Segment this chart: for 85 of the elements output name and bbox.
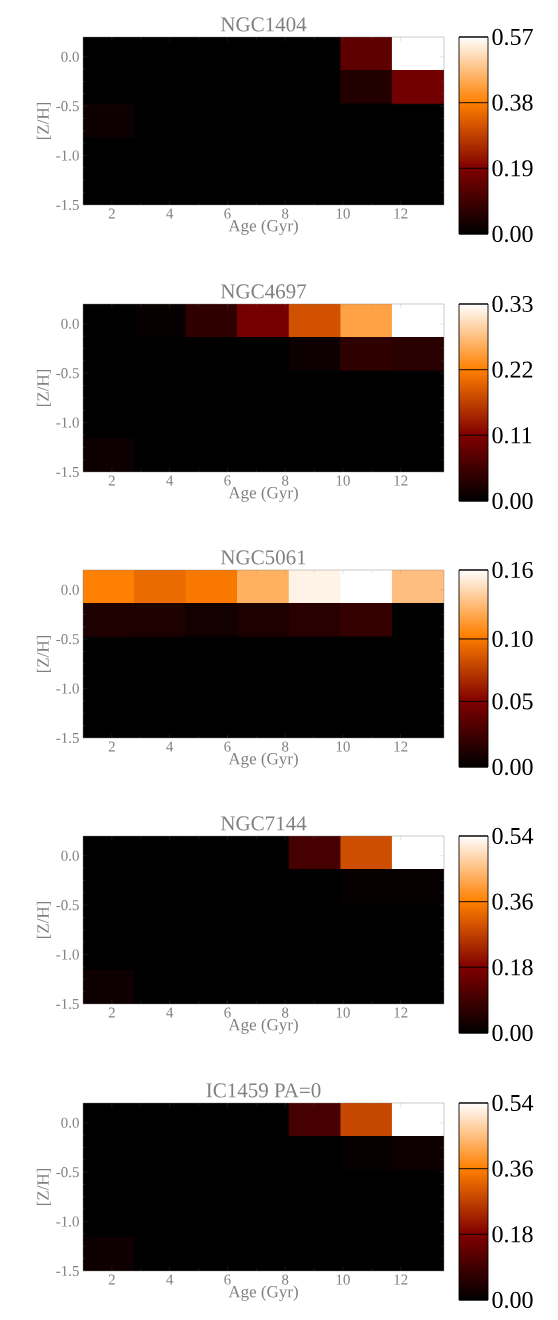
color-bar-label: 0.18 — [492, 959, 533, 976]
x-tick-label: 4 — [166, 475, 174, 486]
x-tick-label: 8 — [281, 475, 289, 486]
y-tick-label: -0.5 — [56, 634, 79, 645]
y-axis-title: [Z/H] — [36, 1168, 51, 1206]
x-tick-label: 12 — [394, 1274, 408, 1285]
x-tick-label: 6 — [224, 1274, 231, 1285]
x-tick-label: 4 — [166, 1007, 174, 1018]
x-tick-label: 8 — [281, 741, 289, 752]
x-tick-label: 10 — [336, 741, 350, 752]
color-bar-label: 0.22 — [492, 361, 533, 378]
x-axis-title: Age (Gyr) — [228, 219, 298, 235]
x-tick-label: 4 — [166, 741, 174, 752]
color-bar-label: 0.00 — [492, 1024, 533, 1042]
x-tick-label: 6 — [224, 475, 231, 486]
x-tick-label: 12 — [394, 1007, 408, 1018]
y-tick-label: -0.5 — [56, 368, 79, 379]
x-axis-title: Age (Gyr) — [228, 752, 298, 768]
color-bar-label: 0.33 — [492, 295, 533, 313]
x-tick-label: 10 — [336, 1274, 350, 1285]
x-tick-label: 2 — [108, 208, 115, 219]
y-tick-label: -1.0 — [56, 1216, 79, 1227]
y-tick-label: -1.0 — [56, 417, 79, 428]
chart-title: NGC1404 — [220, 17, 307, 32]
y-tick-label: -1.0 — [56, 683, 79, 694]
y-axis-title: [Z/H] — [36, 102, 51, 140]
color-bar-label: 0.36 — [492, 893, 533, 910]
y-tick-label: -1.5 — [56, 1265, 79, 1277]
x-tick-label: 2 — [108, 1274, 115, 1285]
x-tick-label: 10 — [336, 475, 350, 486]
color-bar-label: 0.00 — [492, 225, 533, 243]
y-axis-title: [Z/H] — [36, 901, 51, 939]
x-tick-label: 8 — [281, 208, 289, 219]
x-tick-label: 2 — [108, 741, 115, 752]
y-axis-title: [Z/H] — [36, 635, 51, 673]
color-bar-label: 0.54 — [492, 827, 534, 845]
color-bar-label: 0.10 — [492, 630, 533, 648]
x-tick-label: 10 — [336, 1007, 350, 1018]
y-tick-label: -0.5 — [56, 101, 79, 112]
color-bar-label: 0.38 — [492, 94, 533, 111]
color-bar-label: 0.36 — [492, 1160, 533, 1177]
y-tick-label: 0.0 — [61, 1117, 79, 1128]
y-tick-label: -1.5 — [56, 466, 79, 478]
x-axis-title: Age (Gyr) — [228, 1018, 298, 1034]
color-bar-label: 0.16 — [492, 561, 533, 579]
x-tick-label: 2 — [108, 475, 115, 486]
y-tick-label: -1.0 — [56, 949, 79, 960]
y-tick-label: -1.5 — [56, 998, 79, 1010]
color-bar-label: 0.54 — [492, 1094, 534, 1112]
color-bar-label: 0.05 — [492, 693, 533, 710]
x-tick-label: 12 — [394, 475, 408, 486]
color-bar-label: 0.00 — [492, 758, 533, 776]
y-tick-label: -1.0 — [56, 150, 79, 161]
x-axis-title: Age (Gyr) — [228, 486, 298, 502]
color-bar-label: 0.19 — [492, 160, 533, 177]
x-tick-label: 12 — [394, 741, 408, 752]
color-bar-label: 0.00 — [492, 1291, 533, 1309]
color-bar-label: 0.00 — [492, 492, 533, 510]
color-bar-label: 0.18 — [492, 1226, 533, 1243]
y-tick-label: 0.0 — [61, 850, 79, 861]
y-tick-label: -0.5 — [56, 900, 79, 911]
color-bar-label: 0.11 — [492, 427, 532, 444]
x-tick-label: 2 — [108, 1007, 115, 1018]
y-tick-label: 0.0 — [61, 318, 79, 329]
y-tick-label: 0.0 — [61, 584, 79, 595]
x-tick-label: 12 — [394, 208, 408, 219]
x-tick-label: 6 — [224, 741, 231, 752]
x-axis-title: Age (Gyr) — [228, 1285, 298, 1301]
x-tick-label: 8 — [281, 1007, 289, 1018]
y-tick-label: -1.5 — [56, 199, 79, 211]
x-tick-label: 6 — [224, 208, 231, 219]
x-tick-label: 4 — [166, 208, 174, 219]
x-tick-label: 8 — [281, 1274, 289, 1285]
y-tick-label: -0.5 — [56, 1167, 79, 1178]
y-tick-label: -1.5 — [56, 732, 79, 744]
x-tick-label: 10 — [336, 208, 350, 219]
y-axis-title: [Z/H] — [36, 369, 51, 407]
chart-title: NGC4697 — [220, 284, 307, 299]
chart-title: NGC5061 — [220, 550, 306, 565]
x-tick-label: 6 — [224, 1007, 231, 1018]
chart-title: IC1459 PA=0 — [206, 1083, 321, 1098]
chart-title: NGC7144 — [220, 816, 307, 831]
y-tick-label: 0.0 — [61, 51, 79, 62]
color-bar-label: 0.57 — [492, 28, 533, 46]
x-tick-label: 4 — [166, 1274, 174, 1285]
